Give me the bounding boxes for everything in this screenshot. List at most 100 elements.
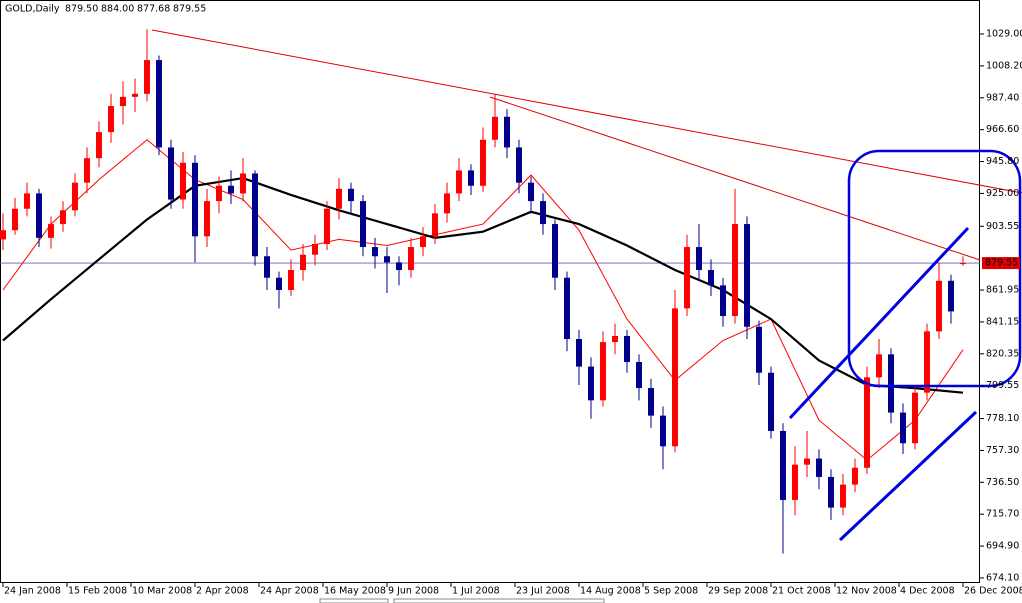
candle-body [804,458,810,465]
symbol: GOLD,Daily [5,4,60,15]
moving-average [2,176,964,394]
y-tick-label: 1008.20 [986,60,1022,71]
candle-body [732,224,738,317]
y-tick-label: 799.55 [986,380,1019,391]
x-tick-label: 2 Apr 2008 [196,586,249,597]
candle-body [576,339,582,367]
trend-line [489,96,981,261]
candle-body [540,201,546,225]
candle-body [348,188,354,202]
candle-body [432,213,438,237]
candle-body [240,173,246,194]
candle-body [12,208,18,231]
candle-body [144,60,150,94]
candle-body [60,210,66,225]
x-tick-label: 12 Nov 2008 [836,586,897,597]
y-tick-label: 778.10 [986,413,1019,424]
candle-body [288,270,294,290]
candle-body [216,185,222,202]
candle-body [648,388,654,416]
candle-body [852,467,858,485]
y-tick-label: 736.50 [986,477,1019,488]
candle-body [420,236,426,248]
candle-body [816,458,822,477]
x-tick-label: 14 Aug 2008 [580,586,641,597]
candle-body [612,335,618,343]
y-tick-label: 694.90 [986,541,1019,552]
channel-line [788,226,970,420]
candle-body [228,185,234,194]
candle-body [660,415,666,447]
candle-body [36,193,42,238]
candle-body [744,224,750,327]
header: GOLD,Daily 879.50 884.00 877.68 879.55 [5,4,206,15]
x-tick-label: 21 Oct 2008 [772,586,831,597]
candle-body [900,412,906,444]
scroll-tab [393,598,605,603]
candle-body [948,280,954,312]
candle-body [132,93,138,97]
y-tick-label: 715.70 [986,509,1019,520]
y-tick-label: 820.35 [986,348,1019,359]
candle-body [552,224,558,278]
x-tick-label: 10 Mar 2008 [132,586,192,597]
y-tick-label: 966.60 [986,124,1019,135]
candle-body [108,106,114,133]
y-tick-label: 987.40 [986,92,1019,103]
last-price-box [982,257,1020,270]
candle-body [756,326,762,373]
quote-open: 879.50 [65,4,98,15]
candle-body [24,193,30,209]
quote-close: 879.55 [173,4,206,15]
candle-body [516,147,522,183]
candle-body [888,354,894,413]
last-price-label: 879.55 [985,258,1018,269]
x-tick-label: 4 Dec 2008 [900,586,955,597]
x-tick-label: 5 Sep 2008 [644,586,698,597]
y-tick-label: 757.30 [986,445,1019,456]
quote-high: 884.00 [101,4,134,15]
x-tick-label: 24 Jan 2008 [4,586,61,597]
candle-body [912,392,918,444]
candle-body [468,170,474,186]
x-tick-label: 24 Apr 2008 [260,586,319,597]
candle-body [528,182,534,202]
trend-line [151,29,1022,194]
candle-body [492,116,498,140]
scroll-tab [319,598,389,603]
candle-body [384,256,390,263]
candle-body [480,139,486,186]
candle-body [780,430,786,500]
candle-body [372,247,378,257]
candle-body [300,254,306,271]
candle-body [72,182,78,211]
candle-body [180,162,186,200]
candle-body [768,372,774,431]
candle-body [264,256,270,278]
candle-body [360,201,366,248]
candle-body [456,170,462,194]
candle-body [588,366,594,401]
marks [0,29,980,554]
candle-body [636,361,642,389]
candle-body [840,484,846,508]
candle-body [924,331,930,393]
candle-body [708,270,714,286]
candle-body [336,188,342,209]
candle-body [504,116,510,148]
candle-body [396,262,402,271]
candle-body [684,247,690,309]
candle-body [864,377,870,468]
candle-body [408,247,414,271]
y-tick-label: 945.80 [986,156,1019,167]
candle-body [252,173,258,257]
candle-body [192,162,198,237]
y-tick-label: 861.95 [986,285,1019,296]
x-tick-label: 16 May 2008 [324,586,386,597]
candle-body [876,354,882,378]
candle-body [672,308,678,447]
candle-body [600,342,606,401]
candle-body [276,277,282,290]
x-tick-label: 1 Jul 2008 [452,586,500,597]
